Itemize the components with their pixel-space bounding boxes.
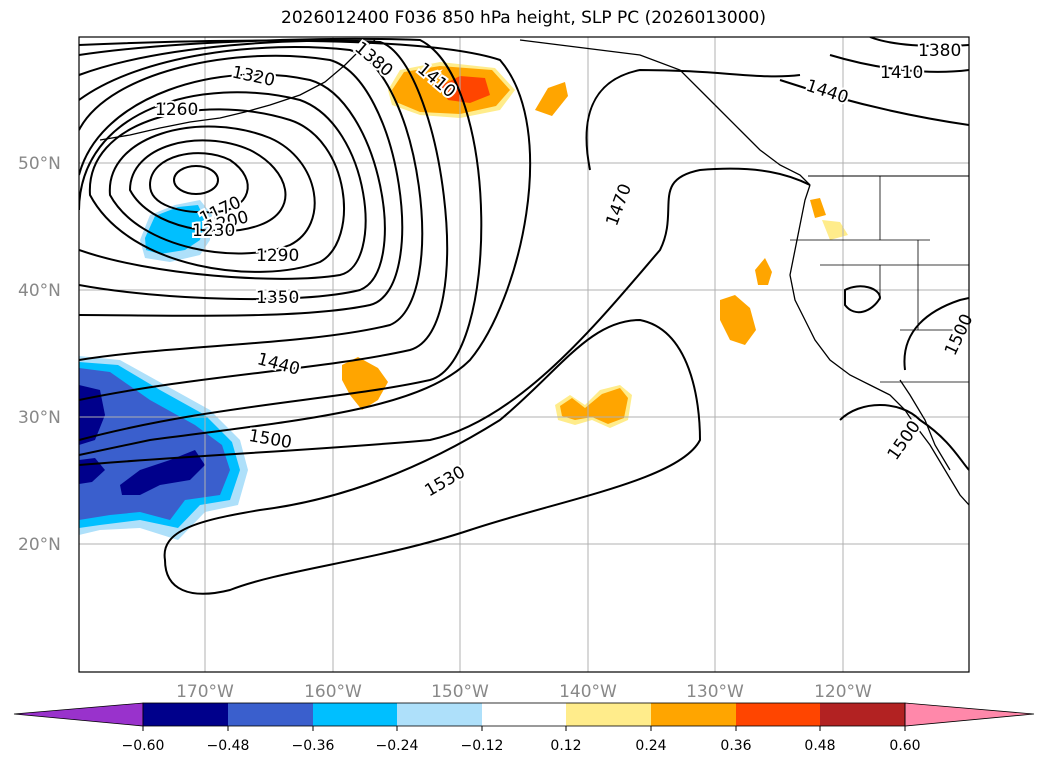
contour-labels: 1380 1410 1320 1260 1380 1410 1440 1470 …	[153, 36, 979, 503]
colorbar-bin	[397, 703, 482, 726]
contour-1170	[148, 152, 249, 214]
contour-1500	[79, 167, 811, 466]
contour-label: 1440	[255, 349, 302, 380]
contour-1410	[79, 39, 449, 401]
lon-label: 170°W	[176, 682, 234, 702]
lat-label: 20°N	[18, 535, 61, 555]
contour-label: 1290	[256, 246, 299, 266]
colorbar: −0.60 −0.48 −0.36 −0.24 −0.12 0.12 0.24 …	[13, 702, 1035, 754]
contour-lines	[79, 37, 969, 595]
contour-1290	[79, 91, 367, 280]
contour-1380	[79, 46, 424, 361]
colorbar-bin	[820, 703, 905, 726]
coastlines	[99, 39, 969, 506]
colorbar-tick: −0.60	[122, 738, 165, 754]
colorbar-tick: −0.24	[376, 738, 419, 754]
positive-anomaly-coast-1	[720, 295, 756, 345]
colorbar-bin	[566, 703, 651, 726]
latitude-labels: 50°N 40°N 30°N 20°N	[18, 154, 61, 555]
contour-low-center	[173, 165, 219, 195]
contour-1230	[108, 125, 316, 255]
positive-anomaly-gulf-red	[440, 76, 490, 103]
colorbar-bin	[143, 703, 228, 726]
colorbar-tick: 0.24	[635, 738, 666, 754]
contour-label: 1320	[230, 62, 276, 91]
contour-label: 1230	[192, 221, 235, 241]
contour-label: 1530	[421, 462, 468, 501]
contour-1530	[163, 318, 702, 595]
negative-anomaly-blue	[79, 368, 230, 520]
map-title: 2026012400 F036 850 hPa height, SLP PC (…	[281, 8, 766, 28]
colorbar-bin	[228, 703, 313, 726]
contour-label: 1470	[602, 181, 636, 228]
contour-label: 1500	[941, 311, 977, 359]
lat-label: 30°N	[18, 408, 61, 428]
contour-label: 1440	[803, 76, 850, 108]
colorbar-tick: 0.12	[550, 738, 581, 754]
negative-anomaly-navy-2	[120, 450, 205, 495]
contour-1320	[79, 73, 386, 301]
contour-label: 1500	[884, 417, 925, 464]
contour-1200	[128, 139, 287, 233]
contour-1440-ne	[779, 79, 969, 126]
colorbar-over-arrow	[904, 702, 1035, 727]
aleutian-chain	[99, 39, 376, 141]
contour-1260	[88, 108, 345, 273]
lon-label: 130°W	[686, 682, 744, 702]
lon-label: 140°W	[559, 682, 617, 702]
colorbar-tick: −0.12	[461, 738, 504, 754]
positive-anomaly-coast-3	[810, 198, 826, 218]
positive-anomaly-mid-2-orange	[560, 388, 628, 424]
colorbar-tick: 0.36	[720, 738, 751, 754]
positive-anomaly-mid	[342, 357, 388, 410]
contour-1350	[79, 54, 404, 317]
map-frame	[78, 36, 970, 673]
contour-label: 1380	[918, 41, 961, 61]
contour-1380-ne	[869, 37, 969, 48]
contour-1500-east	[903, 297, 969, 371]
positive-anomaly-coast-2	[755, 258, 772, 285]
contour-1470-east	[585, 68, 801, 171]
contour-1500-south	[839, 404, 969, 471]
colorbar-tick: 0.60	[889, 738, 920, 754]
negative-anomaly-navy-1	[79, 385, 105, 445]
state-lines	[790, 176, 969, 383]
shading-layer	[79, 62, 848, 540]
baja	[899, 379, 951, 471]
colorbar-under-arrow	[13, 702, 144, 727]
colorbar-bin	[736, 703, 820, 726]
contour-closed-east	[844, 285, 882, 314]
lat-label: 40°N	[18, 281, 61, 301]
colorbar-tick: −0.48	[207, 738, 250, 754]
contour-label: 1410	[880, 63, 923, 83]
contour-1410-ne	[829, 54, 969, 73]
positive-anomaly-coast-4	[822, 220, 848, 240]
contour-1470	[79, 39, 532, 456]
alaska-coast	[519, 39, 811, 186]
colorbar-bin	[651, 703, 736, 726]
lon-label: 120°W	[814, 682, 872, 702]
contour-label: 1260	[155, 100, 198, 120]
contour-label: 1350	[256, 288, 299, 308]
west-coast	[789, 184, 969, 506]
colorbar-bin	[313, 703, 397, 726]
gridlines	[79, 37, 969, 672]
lat-label: 50°N	[18, 154, 61, 174]
lon-label: 150°W	[431, 682, 489, 702]
colorbar-tick: 0.48	[804, 738, 835, 754]
positive-anomaly-small-1	[535, 82, 568, 116]
colorbar-bin	[482, 703, 566, 726]
colorbar-tick: −0.36	[292, 738, 335, 754]
longitude-labels: 170°W 160°W 150°W 140°W 130°W 120°W	[176, 682, 872, 702]
contour-label: 1500	[247, 426, 293, 453]
lon-label: 160°W	[304, 682, 362, 702]
